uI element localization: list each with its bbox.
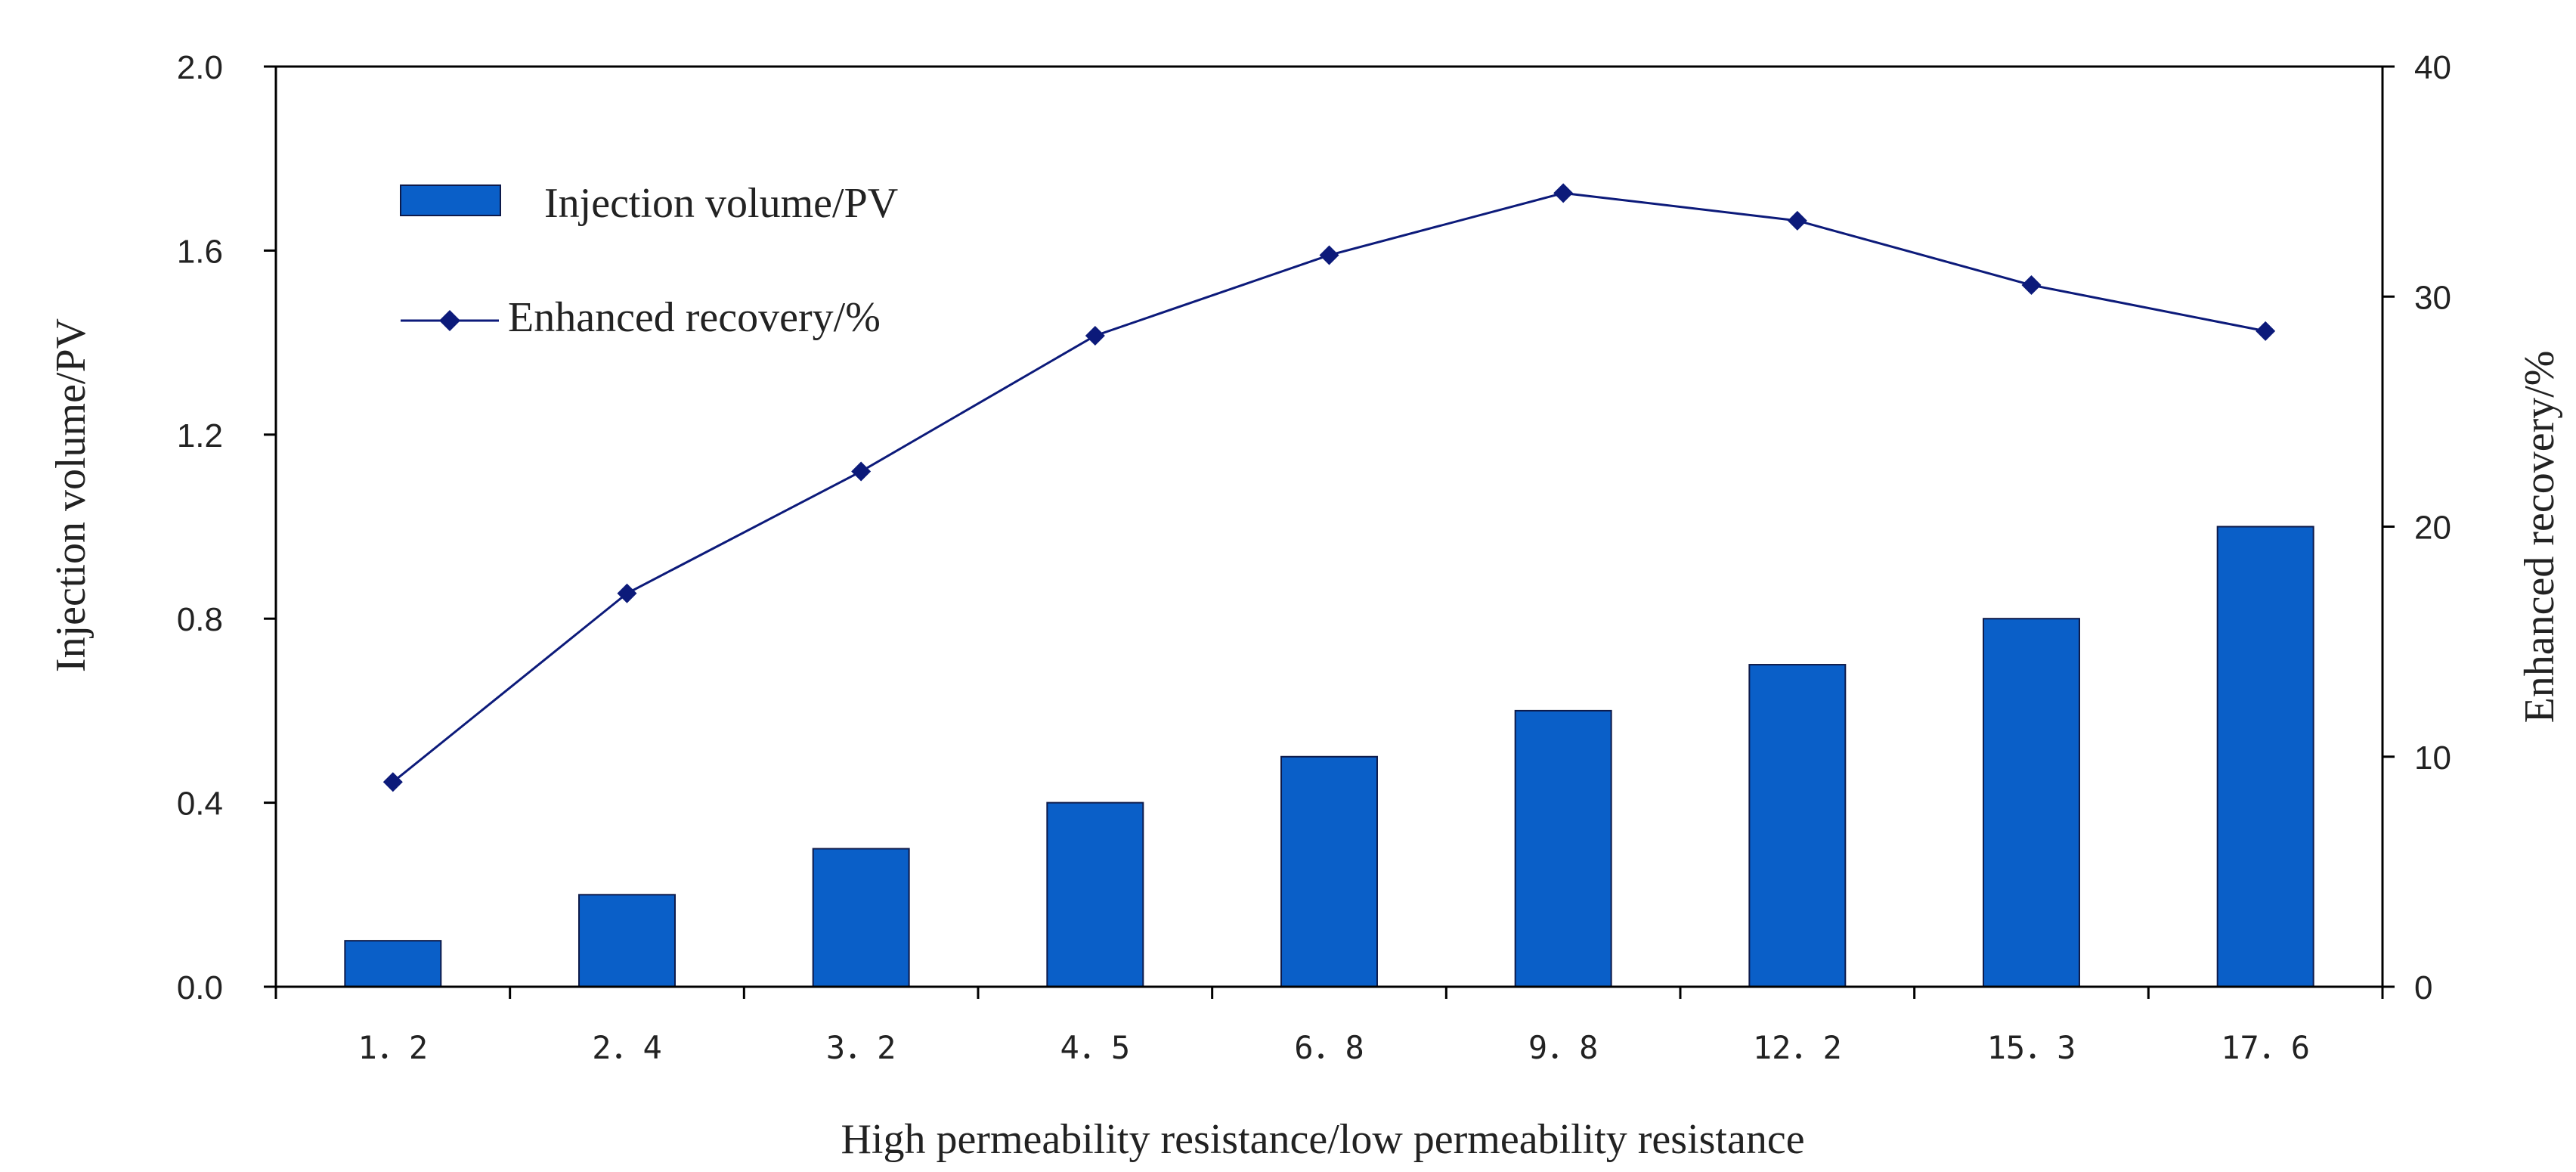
bar	[1046, 801, 1144, 988]
line-point	[1319, 245, 1339, 265]
legend-line-marker	[439, 310, 460, 331]
y-left-tick-label: 1.2	[177, 417, 223, 454]
bar	[1748, 664, 1847, 988]
x-tick-label: 3．2	[826, 1029, 896, 1066]
legend-line-label: Enhanced recovery/%	[508, 294, 881, 341]
line-point	[1085, 325, 1105, 346]
line-layer	[382, 183, 2276, 792]
x-tick-label: 12．2	[1753, 1029, 1842, 1066]
y-left-tick-label: 1.6	[177, 233, 223, 270]
y-right-tick-label: 20	[2414, 510, 2451, 547]
bar	[2216, 526, 2314, 988]
legend: Injection volume/PV Enhanced recovery/%	[400, 180, 898, 341]
y-right-tick-label: 10	[2414, 739, 2451, 777]
bar	[1280, 755, 1378, 988]
x-tick-label: 6．8	[1294, 1029, 1364, 1066]
y-right-tick-label: 40	[2414, 49, 2451, 86]
legend-bar-label: Injection volume/PV	[544, 180, 898, 227]
x-tick-label: 9．8	[1528, 1029, 1599, 1066]
bar	[344, 940, 442, 988]
line-point	[1553, 183, 1574, 203]
y-left-tick-label: 0.0	[177, 969, 223, 1006]
line-point	[617, 583, 637, 603]
legend-bar-swatch	[400, 184, 501, 216]
y-right-tick-label: 30	[2414, 279, 2451, 316]
x-tick-label: 15．3	[1987, 1029, 2076, 1066]
bar	[1514, 709, 1612, 988]
x-tick-label: 4．5	[1060, 1029, 1131, 1066]
bars-layer	[344, 526, 2314, 988]
y-left-tick-label: 2.0	[177, 49, 223, 86]
bar	[1983, 618, 2080, 988]
x-tick-label: 1．2	[358, 1029, 429, 1066]
line-point	[1787, 210, 1807, 231]
line-point	[851, 461, 872, 482]
ticks-layer: 0.0 0.4 0.8 1.2 1.6 2.0 0 10 20 30 40 1．2 2．4 3．2 4．5 6…	[177, 49, 2451, 1066]
x-tick-label: 17．6	[2221, 1029, 2310, 1066]
y-axis-right-title: Enhanced recovery/%	[2516, 351, 2563, 724]
y-right-tick-label: 0	[2414, 969, 2432, 1006]
line-point	[382, 772, 403, 792]
bar	[578, 894, 676, 988]
x-tick-label: 2．4	[592, 1029, 662, 1066]
y-axis-left-title: Injection volume/PV	[48, 318, 94, 672]
y-left-tick-label: 0.8	[177, 601, 223, 638]
bar	[812, 848, 910, 988]
line-point	[2021, 275, 2042, 296]
x-axis-title: High permeability resistance/low permeab…	[841, 1116, 1804, 1163]
line-point	[2256, 321, 2276, 341]
y-left-tick-label: 0.4	[177, 786, 223, 823]
